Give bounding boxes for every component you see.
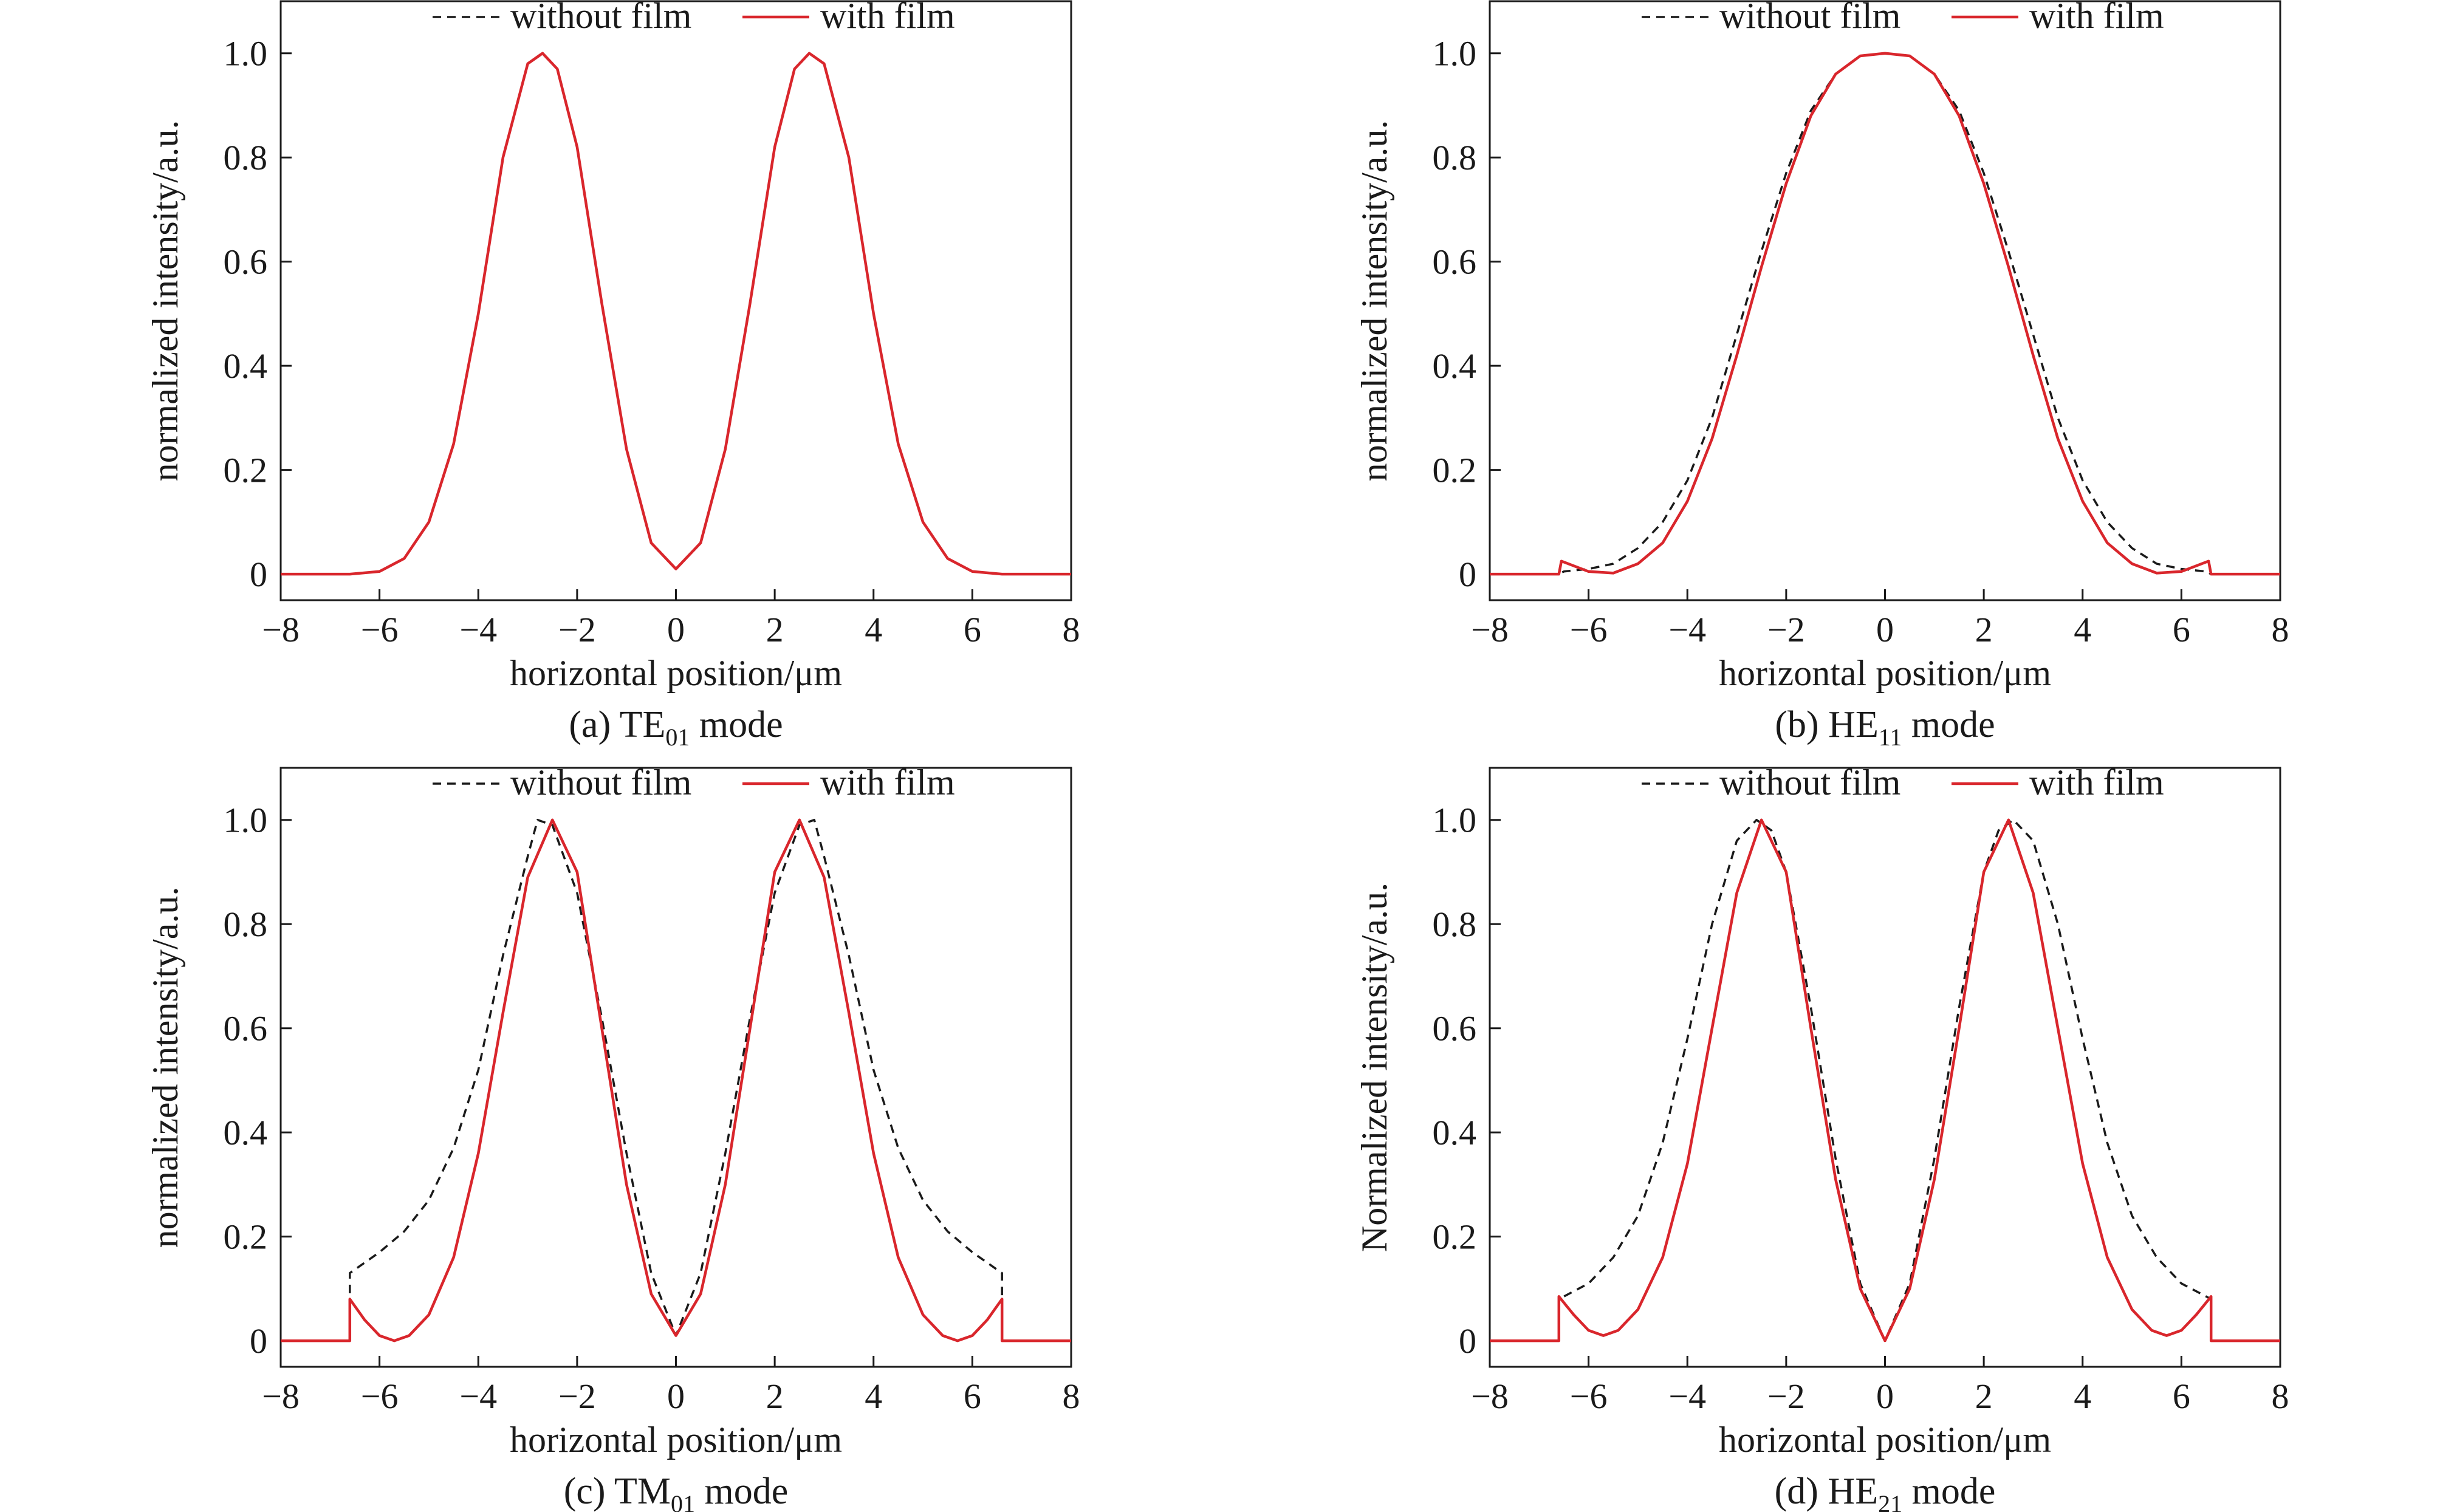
x-tick-label: 0 [667,610,685,649]
x-tick-label: 4 [2074,1377,2091,1416]
x-tick-label: −2 [558,1377,596,1416]
x-tick-label: −4 [1668,610,1706,649]
y-tick-label: 1.0 [1433,801,1477,840]
legend-label: without film [1719,0,1900,36]
y-tick-label: 0.4 [224,1113,268,1152]
x-tick-label: −8 [262,1377,300,1416]
legend-label: with film [820,762,955,802]
y-tick-label: 0.2 [224,451,268,490]
y-tick-label: 0.2 [1433,1217,1477,1257]
y-tick-label: 1.0 [224,34,268,74]
y-axis-label: normalized intensity/a.u. [145,120,185,482]
y-tick-label: 0.6 [1433,1009,1477,1048]
x-tick-label: −8 [1471,610,1509,649]
series-line-with-film [1490,52,2280,576]
y-tick-label: 0 [1459,1321,1476,1361]
x-tick-label: −2 [1767,1377,1805,1416]
x-tick-label: 0 [1876,610,1894,649]
panel-caption: (c) TM01 mode [564,1471,788,1512]
x-tick-label: 2 [1975,610,1993,649]
x-tick-label: 8 [2272,1377,2289,1416]
plot-frame [1489,0,2281,601]
x-axis-label: horizontal position/μm [510,653,842,693]
y-tick-label: 0 [250,555,267,594]
x-tick-label: −6 [1570,1377,1608,1416]
x-tick-label: 4 [2074,610,2091,649]
legend-label: with film [820,0,955,36]
x-tick-label: −8 [262,610,300,649]
y-tick-label: 1.0 [1433,34,1477,74]
x-tick-label: 6 [964,1377,981,1416]
x-tick-label: 6 [2173,610,2190,649]
x-tick-label: 0 [1876,1377,1894,1416]
x-axis-label: horizontal position/μm [1719,1420,2051,1460]
x-tick-label: −2 [558,610,596,649]
series-line-with-film [1490,818,2280,1343]
y-tick-label: 0.6 [1433,242,1477,282]
x-tick-label: −8 [1471,1377,1509,1416]
plot-frame [279,767,1072,1368]
x-tick-label: −2 [1767,610,1805,649]
x-tick-label: −6 [1570,610,1608,649]
x-tick-label: 8 [1063,1377,1080,1416]
legend-label: without film [1719,762,1900,802]
y-tick-label: 0.6 [224,1009,268,1048]
y-tick-label: 1.0 [224,801,268,840]
y-tick-label: 0.8 [224,138,268,177]
panel-caption: (d) HE21 mode [1775,1471,1996,1512]
legend-label: with film [2029,0,2164,36]
series-line-without-film [1490,52,2280,575]
series-line-without-film [281,818,1071,1342]
x-tick-label: −6 [361,1377,399,1416]
x-tick-label: 8 [1063,610,1080,649]
x-axis-label: horizontal position/μm [1719,653,2051,693]
chart-panel-2: −8 −6 −4 −2 0 2 4 6 8 0 0.2 0.4 0.6 0.8 1.0 horizontal … [1354,0,2289,751]
y-tick-label: 0.6 [224,242,268,282]
y-tick-label: 0.8 [1433,905,1477,944]
x-tick-label: 4 [865,1377,882,1416]
y-tick-label: 0.2 [1433,451,1477,490]
legend-label: without film [510,0,691,36]
y-tick-label: 0.8 [1433,138,1477,177]
series-line-without-film [281,52,1071,575]
panel-caption: (b) HE11 mode [1775,704,1995,751]
panel-caption: (a) TE01 mode [569,704,783,751]
x-tick-label: 0 [667,1377,685,1416]
y-tick-label: 0.4 [224,346,268,386]
x-tick-label: −6 [361,610,399,649]
plot-frame [279,0,1072,601]
series-line-without-film [1490,818,2280,1342]
series-line-with-film [281,818,1071,1343]
x-tick-label: 4 [865,610,882,649]
x-tick-label: −4 [1668,1377,1706,1416]
y-tick-label: 0.4 [1433,1113,1477,1152]
chart-panel-1: −8 −6 −4 −2 0 2 4 6 8 0 0.2 0.4 0.6 0.8 1.0 horizontal … [145,0,1080,751]
y-axis-label: normalized intensity/a.u. [1354,120,1394,482]
legend-label: with film [2029,762,2164,802]
x-tick-label: 6 [964,610,981,649]
x-tick-label: 2 [1975,1377,1993,1416]
y-axis-label: Normalized intensity/a.u. [1354,883,1394,1252]
x-tick-label: 2 [766,1377,784,1416]
y-tick-label: 0.8 [224,905,268,944]
legend-label: without film [510,762,691,802]
series-line-with-film [281,52,1071,576]
chart-panel-4: −8 −6 −4 −2 0 2 4 6 8 0 0.2 0.4 0.6 0.8 1.0 horizontal … [1354,762,2289,1512]
y-tick-label: 0.4 [1433,346,1477,386]
x-tick-label: 8 [2272,610,2289,649]
y-tick-label: 0.2 [224,1217,268,1257]
x-tick-label: −4 [459,1377,497,1416]
plot-frame [1489,767,2281,1368]
y-axis-label: normalized intensity/a.u. [145,887,185,1248]
x-tick-label: 6 [2173,1377,2190,1416]
x-tick-label: 2 [766,610,784,649]
y-tick-label: 0 [1459,555,1476,594]
chart-panel-3: −8 −6 −4 −2 0 2 4 6 8 0 0.2 0.4 0.6 0.8 1.0 horizontal … [145,762,1080,1512]
y-tick-label: 0 [250,1321,267,1361]
x-tick-label: −4 [459,610,497,649]
x-axis-label: horizontal position/μm [510,1420,842,1460]
